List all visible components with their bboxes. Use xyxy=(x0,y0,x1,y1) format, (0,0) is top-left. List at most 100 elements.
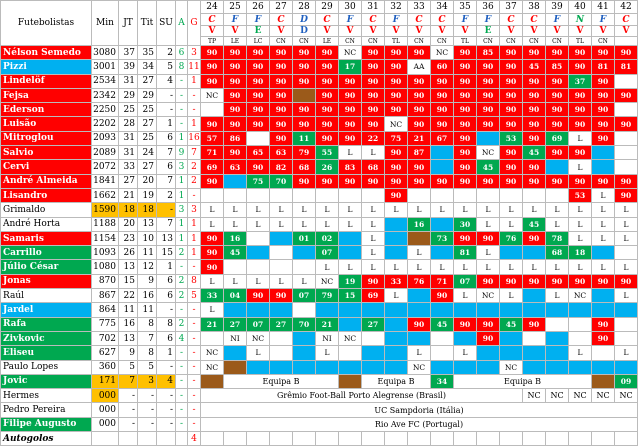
player-name: Jonas xyxy=(0,273,92,290)
match-cell: L xyxy=(499,216,523,232)
match-cell xyxy=(407,288,431,304)
home-away-marker: C xyxy=(614,13,638,26)
player-name: Zivkovic xyxy=(0,330,92,347)
match-cell: 90 xyxy=(361,87,385,104)
match-cell: 90 xyxy=(338,102,362,118)
match-cell: L xyxy=(453,345,477,361)
stat-jt: 9 xyxy=(118,345,138,361)
match-cell: 45 xyxy=(223,245,247,261)
match-cell: 90 xyxy=(522,102,546,118)
match-cell xyxy=(292,302,316,318)
round-number: 29 xyxy=(315,0,339,14)
match-cell xyxy=(246,302,270,318)
stat-min: 2534 xyxy=(91,73,119,89)
match-cell: NC xyxy=(407,359,431,375)
match-cell xyxy=(407,230,431,247)
match-cell xyxy=(545,159,569,175)
home-away-marker: C xyxy=(269,13,293,26)
match-cell: 90 xyxy=(522,73,546,89)
match-cell: 90 xyxy=(223,59,247,75)
match-cell: L xyxy=(545,216,569,232)
match-cell xyxy=(246,259,270,275)
match-cell: 90 xyxy=(522,116,546,132)
match-cell: L xyxy=(338,216,362,232)
match-cell: 90 xyxy=(269,44,293,61)
match-cell: L xyxy=(568,345,592,361)
match-cell: NC xyxy=(200,345,224,361)
home-away-marker: F xyxy=(476,13,500,26)
match-cell: NC xyxy=(591,388,615,404)
match-cell xyxy=(545,187,569,204)
match-cell: L xyxy=(522,202,546,218)
stat-goals: 2 xyxy=(187,173,201,189)
match-cell xyxy=(453,431,477,446)
match-cell: 90 xyxy=(568,116,592,132)
match-cell: 90 xyxy=(200,116,224,132)
match-cell xyxy=(591,373,615,390)
table-row: Zivkovic 702 13 7 6 4- NI NC NI NC 90 90 xyxy=(0,330,638,347)
stat-assists: 1 xyxy=(175,216,188,232)
match-cell: 90 xyxy=(407,73,431,89)
match-cell xyxy=(476,302,500,318)
stat-goals: - xyxy=(187,316,201,332)
stat-assists: - xyxy=(175,302,188,318)
match-cell: 90 xyxy=(246,59,270,75)
match-cell: 90 xyxy=(407,173,431,189)
match-cell: 65 xyxy=(246,145,270,161)
stat-assists: - xyxy=(175,402,188,418)
match-cell xyxy=(315,359,339,375)
match-cell: 90 xyxy=(453,44,477,61)
match-cell xyxy=(614,302,638,318)
match-result: V xyxy=(407,25,431,37)
match-cell xyxy=(545,316,569,332)
match-cell: 90 xyxy=(568,87,592,104)
match-cell: L xyxy=(200,302,224,318)
team-b-label: Equipa B xyxy=(361,373,431,390)
match-cell: L xyxy=(499,288,523,304)
player-name: Nélson Semedo xyxy=(0,44,92,61)
match-cell: 90 xyxy=(246,102,270,118)
match-cell xyxy=(246,359,270,375)
match-cell: 90 xyxy=(499,59,523,75)
match-cell xyxy=(499,431,523,446)
match-cell xyxy=(430,359,454,375)
match-cell: L xyxy=(568,216,592,232)
stat-jt: 26 xyxy=(118,245,138,261)
match-cell: 90 xyxy=(545,73,569,89)
match-cell: 90 xyxy=(384,73,408,89)
match-cell xyxy=(591,245,615,261)
match-cell: 90 xyxy=(200,44,224,61)
match-cell xyxy=(522,187,546,204)
stat-goals: - xyxy=(187,359,201,375)
match-cell: 19 xyxy=(338,273,362,290)
stat-assists: 9 xyxy=(175,145,188,161)
match-cell xyxy=(614,431,638,446)
match-cell: AA xyxy=(407,59,431,75)
match-cell: L xyxy=(315,345,339,361)
table-row: Nélson Semedo 3080 37 35 2 6 3 90 90 90 90 90 90 NC 90… xyxy=(0,44,638,61)
match-cell: 90 xyxy=(361,73,385,89)
match-cell: 90 xyxy=(338,87,362,104)
player-name: André Almeida xyxy=(0,173,92,189)
match-cell: 90 xyxy=(407,102,431,118)
match-cell xyxy=(568,431,592,446)
match-cell: 07 xyxy=(315,245,339,261)
stat-tit: 8 xyxy=(137,345,157,361)
round-number: 24 xyxy=(200,0,224,14)
match-cell xyxy=(292,330,316,347)
stat-su: - xyxy=(156,388,176,404)
match-cell: L xyxy=(591,216,615,232)
match-cell: 81 xyxy=(453,245,477,261)
stat-tit: 12 xyxy=(137,259,157,275)
stat-goals: 8 xyxy=(187,273,201,290)
match-cell: 90 xyxy=(591,173,615,189)
stat-tit: 11 xyxy=(137,245,157,261)
match-cell: 90 xyxy=(522,316,546,332)
player-name: Salvio xyxy=(0,145,92,161)
stat-tit: 11 xyxy=(137,302,157,318)
stat-min: 3080 xyxy=(91,44,119,61)
stat-jt: 16 xyxy=(118,316,138,332)
match-cell: L xyxy=(430,259,454,275)
match-cell: 90 xyxy=(476,102,500,118)
